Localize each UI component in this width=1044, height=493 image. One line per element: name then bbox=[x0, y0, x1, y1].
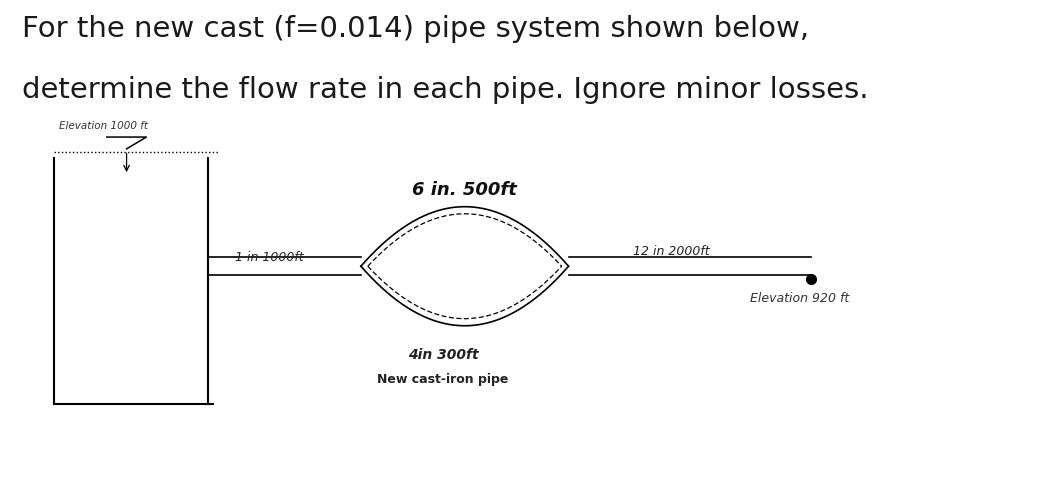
Text: 12 in 2000ft: 12 in 2000ft bbox=[633, 245, 710, 258]
Text: 6 in. 500ft: 6 in. 500ft bbox=[412, 181, 517, 199]
Text: ··: ·· bbox=[314, 251, 323, 264]
Text: 4in 300ft: 4in 300ft bbox=[407, 348, 478, 362]
Text: Elevation 920 ft: Elevation 920 ft bbox=[750, 292, 849, 305]
Text: New cast-iron pipe: New cast-iron pipe bbox=[377, 373, 508, 386]
Text: 1 in 1000ft: 1 in 1000ft bbox=[235, 251, 304, 264]
Text: For the new cast (f=0.014) pipe system shown below,: For the new cast (f=0.014) pipe system s… bbox=[22, 15, 809, 43]
Text: determine the flow rate in each pipe. Ignore minor losses.: determine the flow rate in each pipe. Ig… bbox=[22, 76, 869, 105]
Text: Elevation 1000 ft: Elevation 1000 ft bbox=[60, 121, 148, 131]
